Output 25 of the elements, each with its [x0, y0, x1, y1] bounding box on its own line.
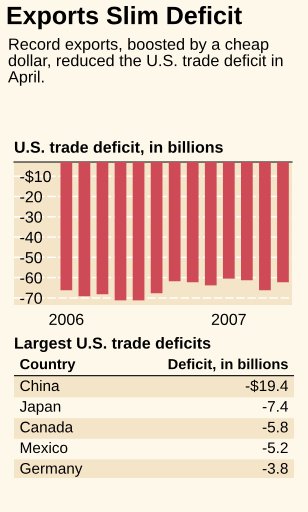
y-tick-label: -70 — [20, 292, 42, 304]
text: Country — [20, 358, 76, 372]
y-tick-label: -20 — [20, 191, 42, 202]
category-label: Canada — [20, 421, 74, 432]
y-tick-label: -$10 — [20, 170, 51, 184]
y-tick-label: -40 — [20, 232, 42, 243]
y-axis-title: U.S. trade deficit, in billions — [14, 141, 223, 156]
category-label: China — [20, 380, 60, 392]
chart-subtitle: Record exports, boosted by a cheap dollar, reduced the U.S. trade deficit in April. — [8, 38, 282, 86]
data-label: -7.4 — [262, 401, 288, 412]
text: Deficit, in billions — [168, 358, 288, 372]
data-label: -$19.4 — [246, 380, 288, 392]
y-tick-label: -50 — [20, 252, 42, 264]
data-label: -5.2 — [262, 442, 288, 454]
x-tick-label: 2006 — [49, 314, 84, 326]
data-label: -5.8 — [262, 422, 288, 432]
category-label: Japan — [20, 401, 60, 415]
data-label: -3.8 — [262, 463, 288, 474]
x-tick-label: 2007 — [212, 314, 246, 326]
category-label: Germany — [20, 463, 82, 477]
category-label: Mexico — [20, 442, 68, 454]
chart-title: Exports Slim Deficit — [8, 6, 242, 30]
y-tick-label: -60 — [20, 272, 42, 284]
text: Largest U.S. trade deficits — [15, 337, 210, 352]
y-tick-label: -30 — [20, 211, 42, 223]
